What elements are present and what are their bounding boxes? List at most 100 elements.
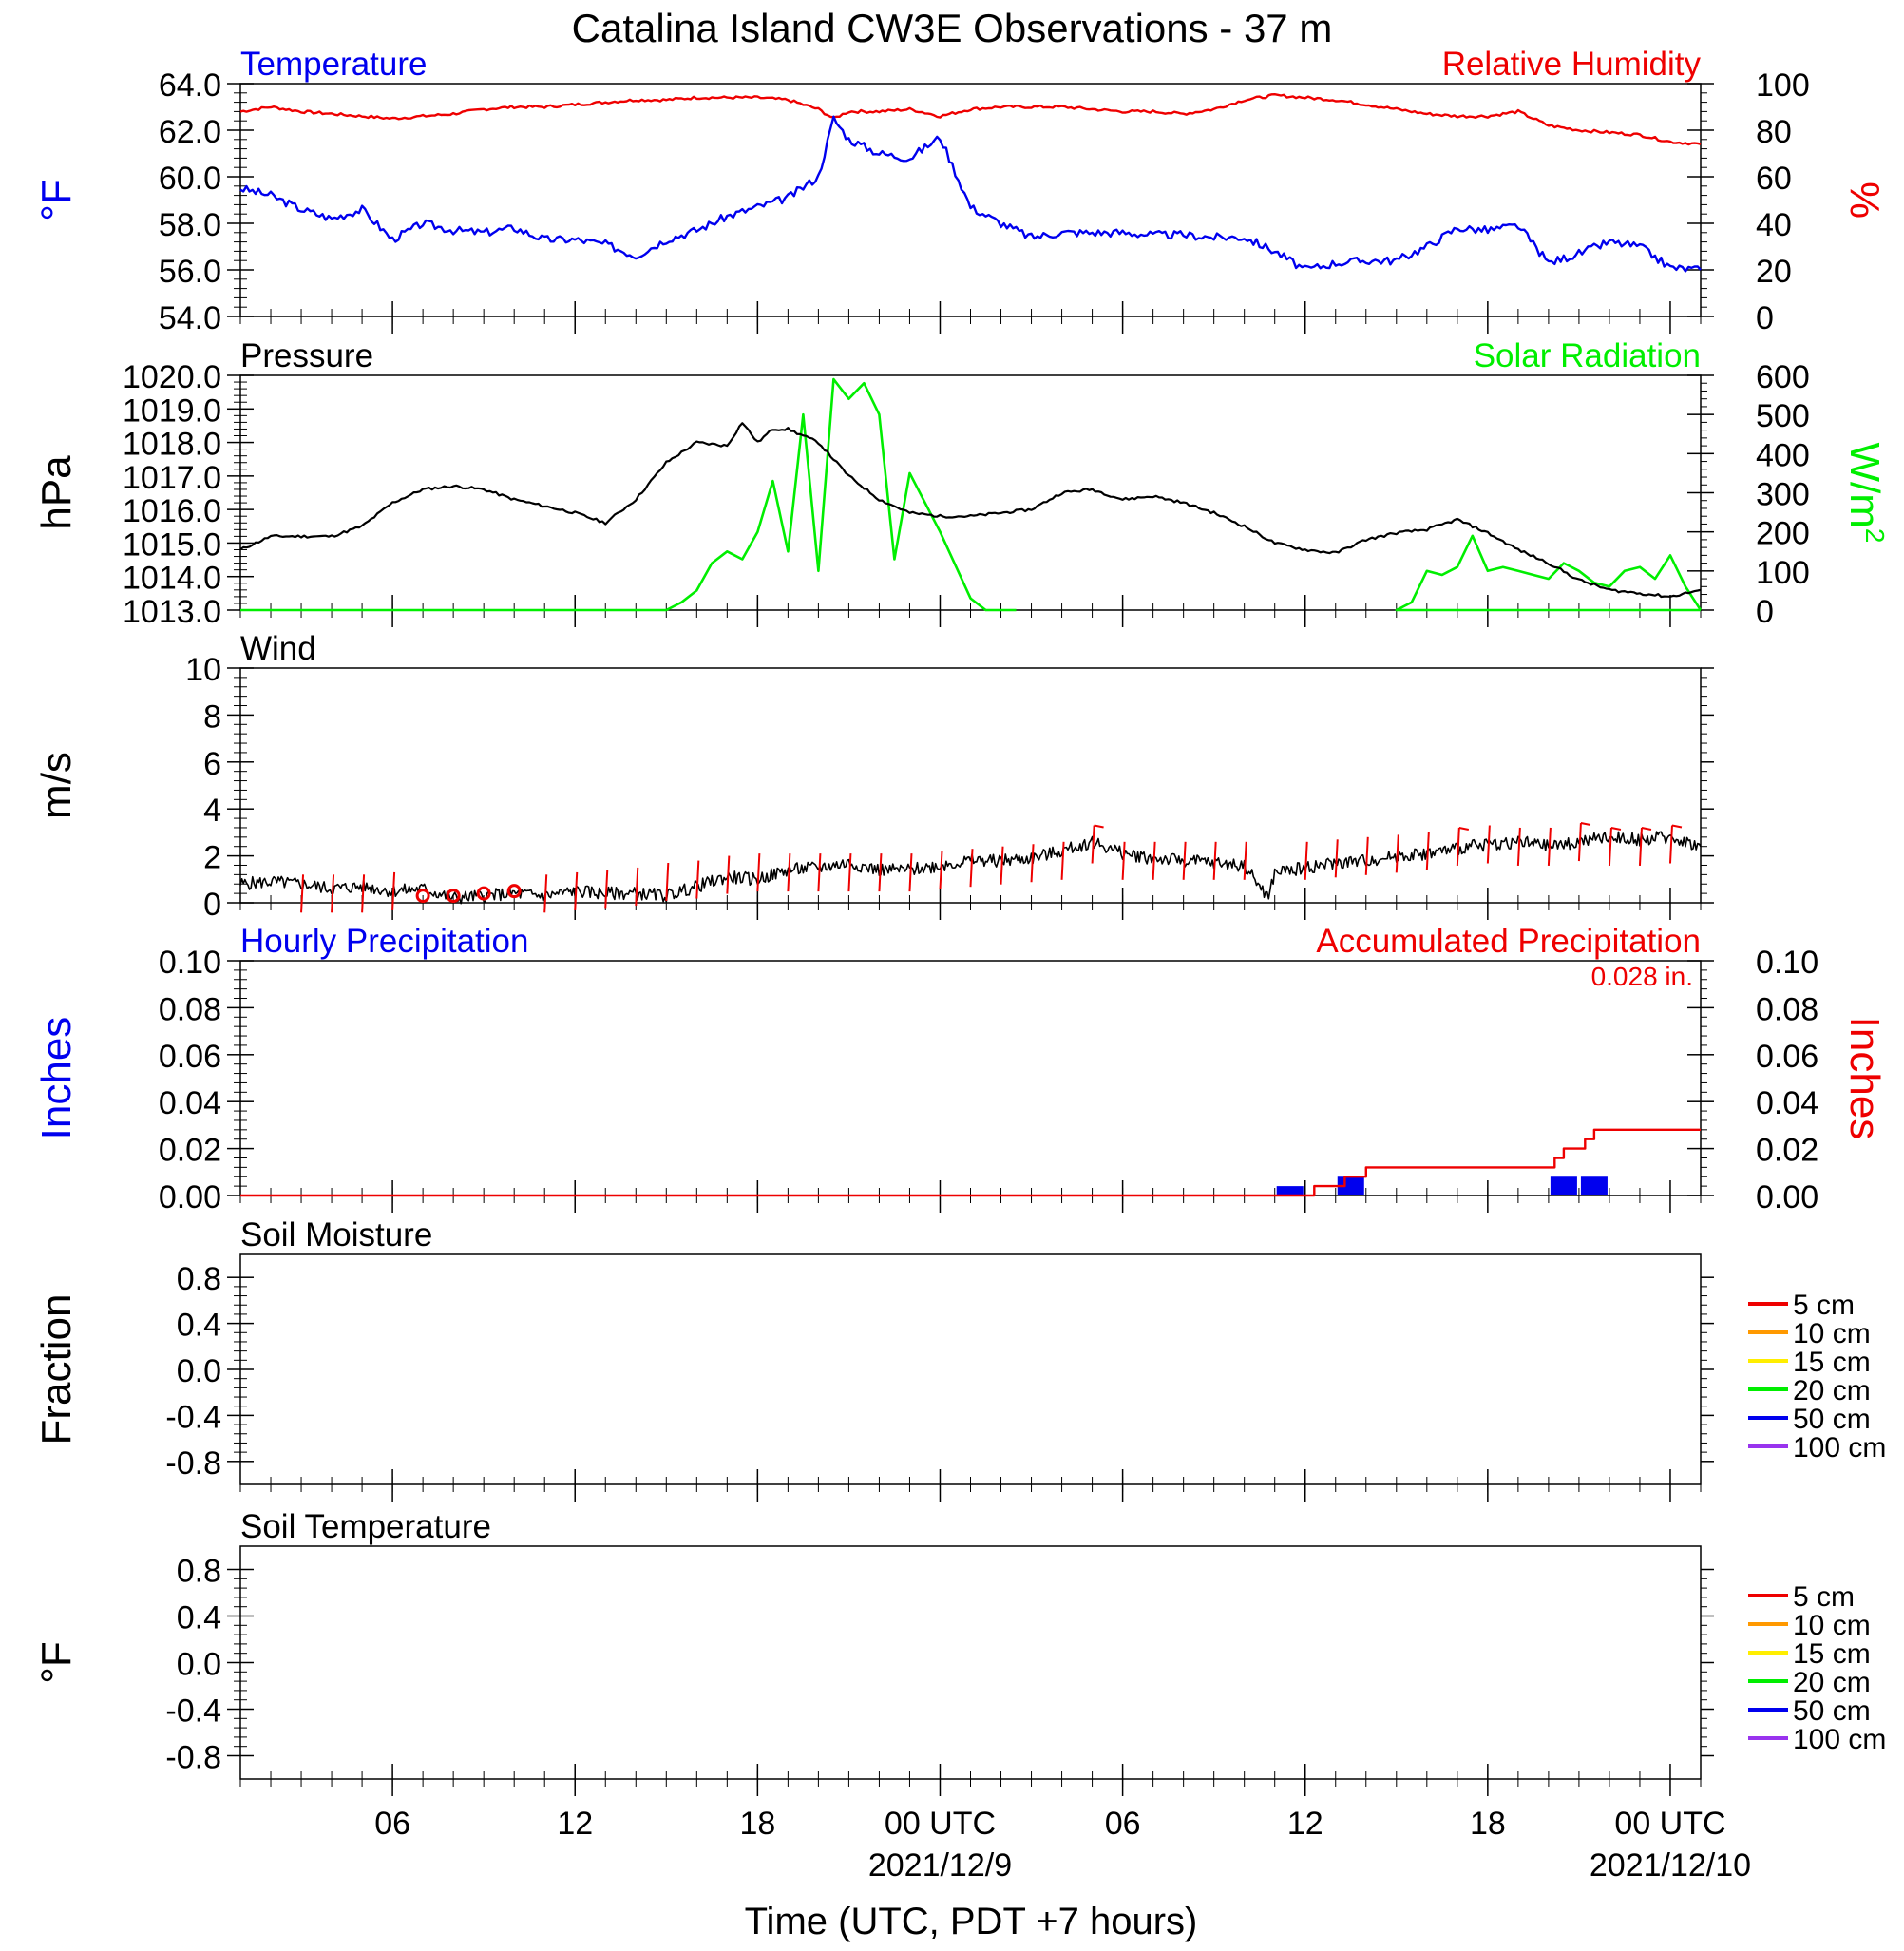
y-right-tick-label: 60 [1756, 161, 1792, 197]
wind-barb [1456, 827, 1460, 867]
y-left-tick-label: 8 [203, 698, 221, 735]
solar-line [1395, 534, 1703, 612]
y-left-tick-label: 1020.0 [123, 359, 221, 395]
x-tick-label: 06 [1105, 1806, 1141, 1842]
panel-right-title: Solar Radiation [1474, 337, 1701, 374]
legend-label: 20 cm [1793, 1375, 1871, 1406]
wind-barb [331, 874, 335, 913]
wind-barb [1334, 839, 1339, 878]
y-right-axis-label-sup: 2 [1860, 528, 1890, 544]
plot-frame [239, 83, 1702, 317]
y-left-tick-label: 0.02 [159, 1133, 221, 1169]
y-right-axis-label: Inches [1841, 1017, 1888, 1140]
wind-barb [543, 874, 548, 913]
y-right-tick-label: 500 [1756, 398, 1810, 434]
y-right-tick-label: 0 [1756, 300, 1774, 336]
solar-line [240, 377, 1017, 612]
wind-barb [665, 862, 670, 902]
wind-barb [847, 853, 852, 892]
legend-label: 15 cm [1793, 1638, 1871, 1670]
pressure-line [239, 422, 1702, 599]
y-left-tick-label: 60.0 [159, 161, 221, 197]
y-left-axis-label: °F [33, 1641, 80, 1683]
y-right-tick-label: 600 [1756, 359, 1810, 395]
panel-wind: 0 2 4 6 8 10 Wind m/s [33, 630, 1714, 923]
y-right-tick-label: 0 [1756, 594, 1774, 630]
calm-wind-circle [446, 889, 461, 904]
wind-barb [1668, 825, 1673, 864]
humidity-line [239, 92, 1702, 146]
x-tick-label: 18 [1470, 1806, 1506, 1842]
y-left-tick-label: 0.10 [159, 945, 221, 981]
wind-barb [300, 874, 305, 913]
wind-barb [361, 874, 366, 913]
panel-right-title: Accumulated Precipitation [1316, 923, 1701, 960]
wind-barb [635, 867, 639, 906]
panel-left-title: Pressure [240, 337, 373, 374]
x-axis-label: Time (UTC, PDT +7 hours) [745, 1901, 1198, 1942]
y-left-tick-label: 0 [203, 887, 221, 923]
plot-frame [239, 1253, 1702, 1485]
wind-barb-flag [1458, 826, 1470, 831]
y-right-axis-label-base: W/m [1841, 443, 1888, 528]
wind-barb [1547, 827, 1552, 867]
y-right-tick-label: 400 [1756, 437, 1810, 473]
wind-barb [1060, 841, 1065, 880]
hourly-precip-bar [1550, 1176, 1577, 1195]
y-left-tick-label: 62.0 [159, 114, 221, 150]
plot-frame [239, 374, 1702, 611]
y-right-axis-label: % [1841, 182, 1888, 219]
x-tick-date: 2021/12/9 [868, 1847, 1012, 1884]
legend-label: 20 cm [1793, 1667, 1871, 1698]
panel-left-title: Temperature [240, 46, 427, 83]
hourly-precip-bar [1580, 1176, 1608, 1195]
legend-label: 10 cm [1793, 1610, 1871, 1641]
x-tick-label: 12 [557, 1806, 593, 1842]
y-left-tick-label: 0.0 [177, 1353, 221, 1389]
legend-label: 5 cm [1793, 1581, 1855, 1613]
y-left-tick-label: 1017.0 [123, 460, 221, 496]
y-right-tick-label: 80 [1756, 114, 1792, 150]
x-tick-date: 2021/12/10 [1590, 1847, 1751, 1884]
wind-barb [1577, 822, 1582, 862]
wind-barb-flag [1671, 824, 1683, 829]
legend-label: 15 cm [1793, 1347, 1871, 1378]
wind-barb [1516, 827, 1521, 867]
y-left-tick-label: 1014.0 [123, 561, 221, 597]
y-left-tick-label: 0.4 [177, 1600, 221, 1636]
y-left-tick-label: 6 [203, 746, 221, 782]
wind-barb [756, 853, 761, 892]
wind-barb [726, 855, 731, 894]
y-left-tick-label: 1015.0 [123, 526, 221, 563]
x-tick-label: 00 UTC [1614, 1806, 1725, 1842]
y-right-tick-label: 300 [1756, 477, 1810, 513]
hourly-precip-bar [1276, 1186, 1304, 1195]
wind-barb [1152, 841, 1156, 880]
y-left-tick-label: -0.4 [165, 1399, 221, 1435]
wind-barb [604, 870, 609, 909]
y-left-tick-label: 58.0 [159, 207, 221, 243]
wind-barb [1395, 834, 1399, 873]
y-left-axis-label: hPa [33, 455, 80, 530]
wind-barb [1304, 841, 1308, 880]
temperature-line [239, 115, 1702, 273]
accum-precip-line [240, 1128, 1701, 1197]
wind-barb [787, 853, 791, 892]
calm-wind-circle [476, 886, 491, 901]
wind-barb [1425, 832, 1430, 870]
y-right-tick-label: 0.10 [1756, 945, 1818, 981]
y-left-tick-label: 2 [203, 840, 221, 876]
legend-label: 100 cm [1793, 1724, 1886, 1755]
wind-speed-line [239, 831, 1702, 905]
wind-barb [1486, 825, 1491, 864]
y-right-tick-label: 0.02 [1756, 1133, 1818, 1169]
y-right-tick-label: 0.06 [1756, 1039, 1818, 1075]
x-tick-label: 06 [374, 1806, 410, 1842]
wind-barb [1638, 827, 1643, 867]
y-left-axis-label: Fraction [33, 1294, 80, 1445]
y-right-tick-label: 100 [1756, 67, 1810, 104]
y-left-tick-label: 0.4 [177, 1308, 221, 1344]
wind-barb [695, 860, 700, 899]
y-left-tick-label: -0.8 [165, 1445, 221, 1482]
wind-barb [1608, 827, 1612, 867]
